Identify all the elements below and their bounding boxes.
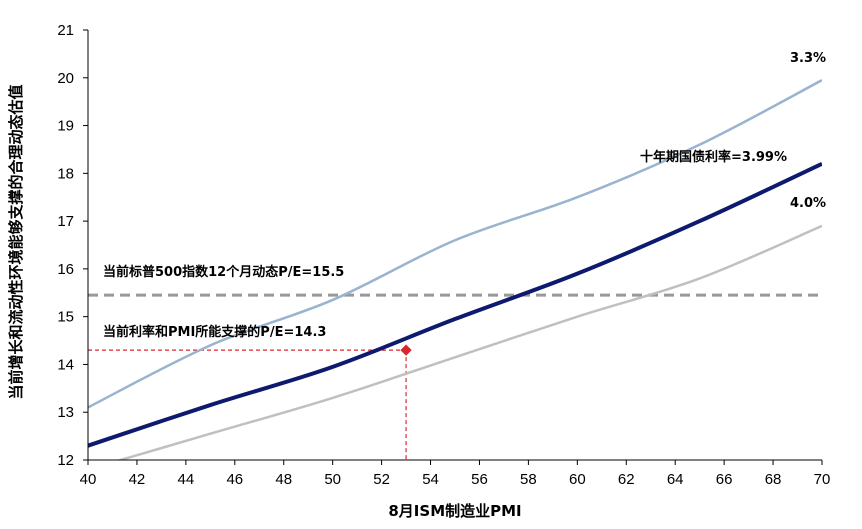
x-tick-label: 50 [324,471,341,488]
y-tick-label: 13 [57,404,74,421]
series-line-2 [116,224,822,460]
x-ticks: 40 42 44 46 48 50 52 54 56 58 60 62 64 66 68 70 [80,460,831,488]
x-tick-label: 62 [618,471,635,488]
axes [87,30,822,461]
current-point-marker [400,344,412,356]
x-tick-label: 66 [716,471,733,488]
y-tick-label: 16 [57,261,74,278]
x-tick-label: 64 [667,471,684,488]
y-tick-label: 21 [57,22,74,39]
x-tick-label: 54 [422,471,439,488]
x-tick-label: 44 [178,471,195,488]
x-tick-label: 60 [569,471,586,488]
y-tick-label: 19 [57,118,74,135]
y-tick-label: 14 [57,356,74,373]
y-tick-label: 12 [57,452,74,469]
y-axis-title: 当前增长和流动性环境能够支撑的合理动态估值 [7,84,25,399]
x-tick-label: 42 [129,471,146,488]
y-tick-label: 15 [57,309,74,326]
hline-label: 当前标普500指数12个月动态P/E=15.5 [103,264,344,280]
x-tick-label: 48 [275,471,292,488]
series-label-3.3: 3.3% [790,51,826,66]
markers [400,344,412,356]
series-label-3.99: 十年期国债利率=3.99% [640,149,787,165]
series-line-1 [88,161,822,448]
x-axis-title: 8月ISM制造业PMI [388,502,521,520]
x-tick-label: 58 [520,471,537,488]
series-line-0 [88,79,822,409]
series-lines [88,79,822,460]
x-tick-label: 46 [226,471,243,488]
x-tick-label: 68 [765,471,782,488]
x-tick-label: 70 [814,471,831,488]
x-tick-label: 40 [80,471,97,488]
y-tick-label: 18 [57,165,74,182]
point-label: 当前利率和PMI所能支撑的P/E=14.3 [103,324,326,340]
x-tick-label: 56 [471,471,488,488]
y-tick-label: 17 [57,213,74,230]
y-ticks: 12 13 14 15 16 17 18 19 20 21 [57,22,88,469]
reference-lines [88,293,822,460]
x-tick-label: 52 [373,471,390,488]
y-tick-label: 20 [57,70,74,87]
series-label-4.0: 4.0% [790,196,826,211]
